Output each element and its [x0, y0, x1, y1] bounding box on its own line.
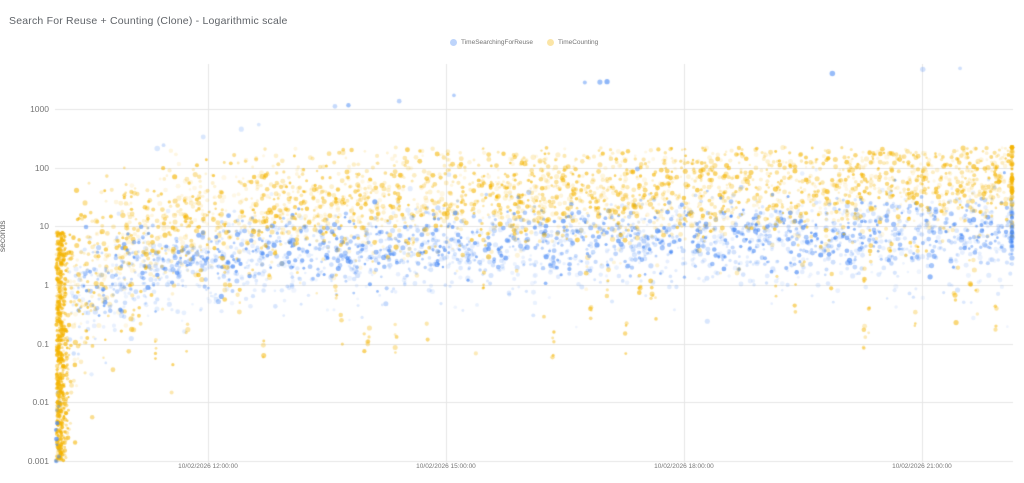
y-tick-label: 1000 — [30, 103, 49, 114]
y-tick-label: 10 — [39, 221, 49, 232]
x-tick-label: 10/02/2026 18:00:00 — [654, 463, 714, 470]
x-tick-label: 10/02/2026 12:00:00 — [178, 463, 238, 470]
x-tick-label: 10/02/2026 15:00:00 — [416, 463, 476, 470]
y-tick-label: 100 — [34, 162, 49, 173]
y-tick-label: 0.001 — [27, 456, 49, 466]
y-tick-label: 1 — [44, 279, 49, 290]
y-tick-label: 0.1 — [37, 338, 49, 349]
x-tick-label: 10/02/2026 21:00:00 — [892, 463, 952, 470]
y-tick-label: 0.01 — [32, 397, 49, 408]
